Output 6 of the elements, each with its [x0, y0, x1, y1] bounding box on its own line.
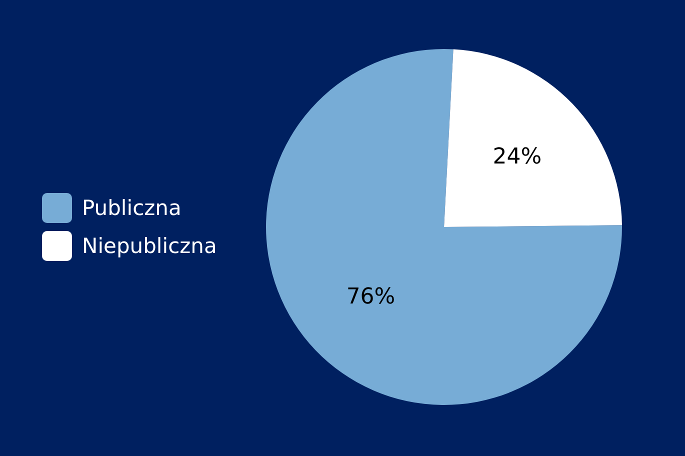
- pie-slice: [266, 49, 622, 405]
- legend-label: Publiczna: [82, 196, 182, 220]
- data-label: 76%: [346, 284, 396, 310]
- data-label: 24%: [492, 144, 542, 170]
- legend-label: Niepubliczna: [82, 234, 217, 258]
- pie-slice: [444, 49, 622, 227]
